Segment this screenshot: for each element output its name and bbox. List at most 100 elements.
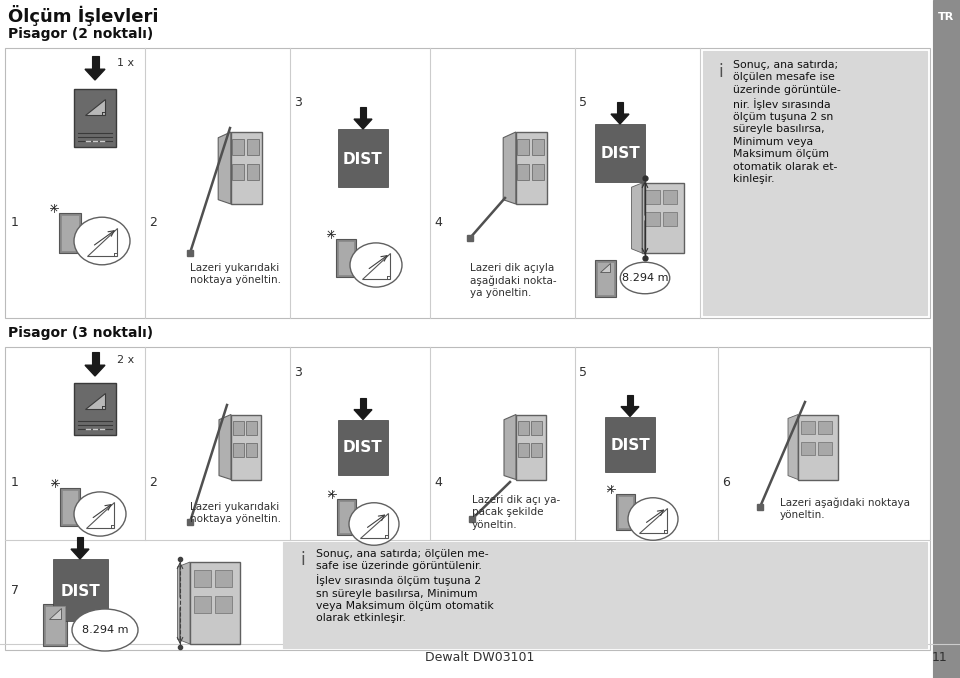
Polygon shape bbox=[360, 513, 388, 538]
Text: 5: 5 bbox=[579, 96, 587, 110]
Bar bbox=[61, 215, 79, 251]
Bar bbox=[662, 212, 678, 226]
Bar bbox=[818, 421, 831, 434]
Text: 7: 7 bbox=[11, 584, 19, 597]
Text: Lazeri dik açıyla
aşağıdaki nokta-
ya yöneltin.: Lazeri dik açıyla aşağıdaki nokta- ya yö… bbox=[470, 263, 557, 298]
Bar bbox=[532, 163, 543, 180]
Bar bbox=[214, 597, 232, 613]
Polygon shape bbox=[178, 562, 190, 644]
Bar bbox=[594, 260, 615, 296]
Bar bbox=[516, 132, 547, 204]
Bar bbox=[662, 190, 678, 204]
Text: 1: 1 bbox=[11, 216, 19, 229]
Text: Lazeri aşağıdaki noktaya
yöneltin.: Lazeri aşağıdaki noktaya yöneltin. bbox=[780, 497, 910, 520]
Text: i: i bbox=[300, 551, 305, 569]
Ellipse shape bbox=[628, 498, 678, 540]
Text: 2 x: 2 x bbox=[117, 355, 134, 365]
Polygon shape bbox=[218, 132, 230, 204]
Bar bbox=[801, 442, 815, 455]
Text: Pisagor (2 noktalı): Pisagor (2 noktalı) bbox=[8, 27, 154, 41]
Bar bbox=[801, 421, 815, 434]
Bar bbox=[246, 443, 257, 458]
Bar bbox=[645, 212, 660, 226]
Text: 5: 5 bbox=[579, 367, 587, 380]
Bar bbox=[605, 416, 655, 471]
Bar bbox=[214, 570, 232, 586]
Bar bbox=[338, 420, 388, 475]
Text: Ölçüm İşlevleri: Ölçüm İşlevleri bbox=[8, 5, 158, 26]
Bar bbox=[627, 395, 634, 407]
Text: 6: 6 bbox=[722, 477, 730, 490]
Bar bbox=[517, 139, 529, 155]
Text: 4: 4 bbox=[434, 216, 442, 229]
Text: i: i bbox=[719, 63, 723, 81]
Polygon shape bbox=[788, 414, 798, 479]
Text: 3: 3 bbox=[294, 96, 301, 110]
Bar bbox=[596, 262, 613, 294]
Text: TR: TR bbox=[938, 12, 954, 22]
Polygon shape bbox=[632, 183, 642, 253]
Bar bbox=[59, 213, 81, 253]
Bar bbox=[247, 139, 258, 155]
Bar bbox=[360, 397, 366, 410]
Bar bbox=[91, 352, 99, 365]
Bar bbox=[933, 0, 960, 678]
Bar bbox=[246, 421, 257, 435]
Text: Lazeri yukarıdaki
noktaya yöneltin.: Lazeri yukarıdaki noktaya yöneltin. bbox=[190, 263, 281, 285]
Text: 8.294 m: 8.294 m bbox=[622, 273, 668, 283]
Bar bbox=[336, 239, 356, 277]
Polygon shape bbox=[219, 414, 231, 479]
Bar bbox=[91, 56, 99, 69]
Bar bbox=[617, 102, 623, 114]
Text: Pisagor (3 noktalı): Pisagor (3 noktalı) bbox=[8, 326, 154, 340]
Polygon shape bbox=[503, 132, 516, 204]
Bar bbox=[194, 597, 211, 613]
Text: DIST: DIST bbox=[600, 146, 640, 161]
Bar bbox=[247, 163, 258, 180]
Bar bbox=[60, 488, 80, 526]
Bar bbox=[53, 559, 108, 621]
Polygon shape bbox=[504, 414, 516, 479]
Bar bbox=[194, 570, 211, 586]
Bar bbox=[615, 494, 635, 530]
Bar bbox=[43, 604, 67, 646]
Bar bbox=[232, 421, 244, 435]
Bar bbox=[531, 443, 542, 458]
Bar bbox=[532, 139, 543, 155]
Text: Dewalt DW03101: Dewalt DW03101 bbox=[425, 651, 535, 664]
Bar bbox=[516, 414, 546, 479]
Polygon shape bbox=[85, 365, 105, 376]
Polygon shape bbox=[85, 69, 105, 80]
Polygon shape bbox=[86, 228, 117, 256]
Text: 2: 2 bbox=[149, 216, 156, 229]
Bar bbox=[339, 501, 353, 533]
Ellipse shape bbox=[74, 492, 126, 536]
Polygon shape bbox=[71, 549, 89, 559]
Bar bbox=[517, 421, 529, 435]
Bar bbox=[45, 606, 65, 644]
Bar bbox=[531, 421, 542, 435]
Ellipse shape bbox=[72, 609, 138, 651]
Bar bbox=[798, 414, 838, 479]
Bar bbox=[338, 241, 354, 275]
Polygon shape bbox=[621, 407, 639, 416]
Text: DIST: DIST bbox=[60, 584, 100, 599]
Bar bbox=[5, 347, 930, 650]
Text: 8.294 m: 8.294 m bbox=[82, 625, 129, 635]
Polygon shape bbox=[354, 410, 372, 420]
Polygon shape bbox=[611, 114, 629, 124]
Bar bbox=[231, 414, 261, 479]
Bar bbox=[703, 51, 927, 315]
Bar bbox=[338, 129, 388, 187]
Bar bbox=[77, 537, 84, 549]
Ellipse shape bbox=[620, 262, 670, 294]
Polygon shape bbox=[85, 99, 105, 115]
Bar bbox=[232, 163, 244, 180]
Polygon shape bbox=[600, 263, 611, 273]
Bar bbox=[5, 48, 930, 318]
Bar bbox=[517, 443, 529, 458]
Text: 4: 4 bbox=[434, 477, 442, 490]
Text: Lazeri yukarıdaki
noktaya yöneltin.: Lazeri yukarıdaki noktaya yöneltin. bbox=[190, 502, 281, 524]
Text: Sonuç, ana satırda;
ölçülen mesafe ise
üzerinde görüntüle-
nir. İşlev sırasında
: Sonuç, ana satırda; ölçülen mesafe ise ü… bbox=[733, 60, 841, 184]
Text: 2: 2 bbox=[149, 477, 156, 490]
